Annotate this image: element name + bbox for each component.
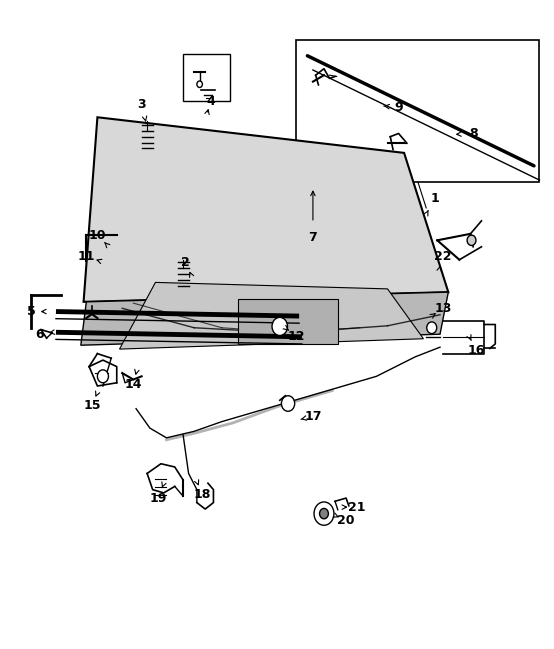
Text: 22: 22 — [434, 250, 452, 263]
Text: 8: 8 — [469, 127, 478, 140]
Circle shape — [427, 322, 437, 334]
Text: 20: 20 — [337, 513, 355, 526]
Polygon shape — [84, 117, 448, 302]
Circle shape — [98, 370, 109, 383]
Text: 4: 4 — [206, 95, 215, 108]
Text: 17: 17 — [304, 410, 322, 423]
Text: 21: 21 — [348, 500, 366, 513]
Text: 19: 19 — [150, 491, 167, 504]
Circle shape — [320, 508, 329, 519]
Bar — [296, 40, 540, 182]
Circle shape — [467, 235, 476, 245]
Text: 6: 6 — [35, 328, 44, 341]
Text: 2: 2 — [182, 256, 190, 269]
Polygon shape — [81, 292, 448, 345]
Text: 10: 10 — [89, 228, 106, 241]
Text: 15: 15 — [83, 399, 101, 412]
Circle shape — [272, 317, 288, 336]
Circle shape — [314, 502, 334, 525]
Text: 11: 11 — [78, 250, 95, 263]
Text: 14: 14 — [125, 378, 142, 391]
Text: 7: 7 — [309, 230, 317, 243]
Circle shape — [197, 81, 202, 88]
Circle shape — [281, 396, 295, 411]
Bar — [238, 299, 338, 344]
Polygon shape — [120, 282, 423, 349]
Text: 12: 12 — [288, 330, 305, 343]
Text: 5: 5 — [27, 305, 35, 318]
Text: 18: 18 — [194, 487, 211, 500]
Text: 16: 16 — [467, 344, 485, 357]
Text: 1: 1 — [430, 191, 439, 204]
Text: 13: 13 — [434, 302, 452, 315]
Text: 9: 9 — [394, 101, 403, 114]
Bar — [183, 55, 230, 101]
Text: 3: 3 — [137, 98, 146, 111]
